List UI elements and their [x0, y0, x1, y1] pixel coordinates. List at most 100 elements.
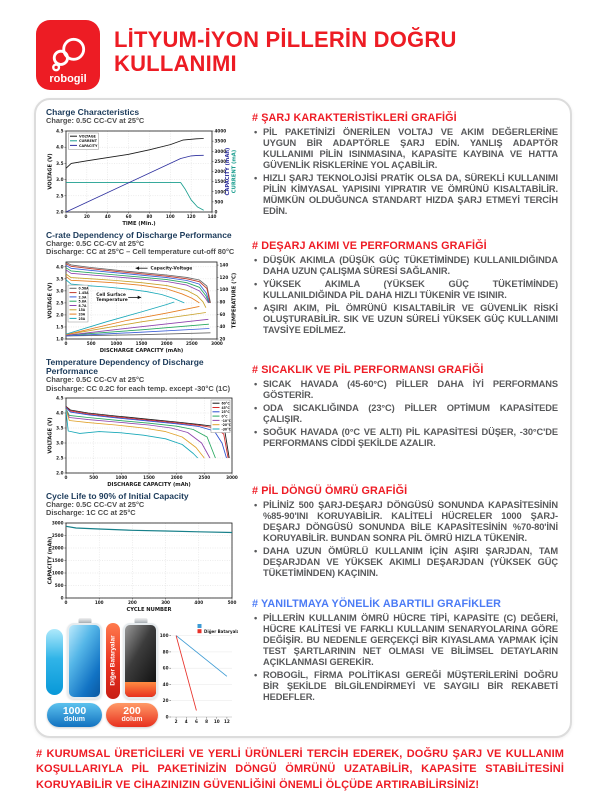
svg-text:1.45A: 1.45A — [79, 291, 90, 295]
bullet-item: SICAK HAVADA (45-60°C) PİLLER DAHA İYİ P… — [252, 379, 558, 401]
svg-text:0: 0 — [65, 475, 68, 480]
svg-text:-20°C: -20°C — [222, 423, 232, 427]
page-header: robogil LİTYUM-İYON PİLLERİN DOĞRU KULLA… — [0, 0, 600, 90]
svg-text:20A: 20A — [79, 312, 86, 316]
svg-text:Cell Surface: Cell Surface — [96, 291, 126, 297]
robogil-logo: robogil — [36, 20, 100, 90]
svg-text:CURRENT: CURRENT — [79, 139, 98, 143]
bullet-item: DAHA UZUN ÖMÜRLÜ KULLANIM İÇİN AŞIRI ŞAR… — [252, 546, 558, 579]
svg-text:4.0: 4.0 — [56, 264, 64, 269]
svg-text:Diğer Bataryalar: Diğer Bataryalar — [204, 628, 238, 633]
section-heading: # ŞARJ KARAKTERİSTİKLERİ GRAFİĞİ — [252, 112, 457, 124]
svg-text:8: 8 — [205, 719, 208, 724]
svg-text:4000: 4000 — [215, 128, 227, 133]
bullet-item: ROBOGİL, FİRMA POLİTİKASI GEREĞİ MÜŞTERİ… — [252, 670, 558, 703]
svg-text:25A: 25A — [79, 316, 86, 320]
charge-cycles-badge-1000: 1000 dolum — [47, 702, 102, 727]
svg-text:2.5: 2.5 — [56, 455, 64, 460]
svg-text:2: 2 — [175, 719, 178, 724]
svg-text:VOLTAGE (V): VOLTAGE (V) — [48, 153, 54, 189]
svg-text:140: 140 — [220, 262, 229, 267]
svg-text:40: 40 — [105, 214, 111, 219]
svg-text:CAPACITY (mAh): CAPACITY (mAh) — [48, 536, 54, 584]
svg-text:CYCLE NUMBER: CYCLE NUMBER — [126, 607, 171, 613]
bullet-item: HIZLI ŞARJ TEKNOLOJİSİ PRATİK OLSA DA, S… — [252, 173, 558, 217]
svg-text:5.8A: 5.8A — [79, 299, 87, 303]
page-title: LİTYUM-İYON PİLLERİN DOĞRU KULLANIMI — [114, 27, 457, 77]
svg-text:3.0: 3.0 — [56, 288, 64, 293]
svg-text:0: 0 — [215, 209, 218, 214]
other-battery-illustration — [123, 617, 158, 699]
svg-text:60: 60 — [220, 311, 226, 316]
svg-text:3000: 3000 — [52, 520, 64, 525]
svg-text:4.0: 4.0 — [56, 144, 64, 149]
svg-text:120: 120 — [187, 214, 196, 219]
svg-text:TIME (Min.): TIME (Min.) — [122, 221, 155, 227]
svg-text:1.0: 1.0 — [56, 336, 64, 341]
svg-text:1500: 1500 — [52, 558, 64, 563]
svg-text:500: 500 — [87, 341, 96, 346]
svg-text:Capacity-Voltage: Capacity-Voltage — [151, 265, 193, 271]
chart-subtitle: Charge: 0.5C CC-CV at 25°C — [46, 500, 145, 510]
svg-text:1000: 1000 — [116, 475, 128, 480]
svg-text:VOLTAGE (V): VOLTAGE (V) — [48, 417, 54, 453]
svg-text:3000: 3000 — [215, 148, 227, 153]
section-heading: # SICAKLIK VE PİL PERFORMANSI GRAFİĞİ — [252, 364, 484, 376]
svg-text:4.0: 4.0 — [56, 410, 64, 415]
svg-text:VOLTAGE (V): VOLTAGE (V) — [48, 282, 54, 318]
svg-text:80: 80 — [163, 649, 169, 654]
svg-text:1000: 1000 — [52, 570, 64, 575]
chart-title: C-rate Dependency of Discharge Performan… — [46, 229, 232, 240]
svg-text:100: 100 — [160, 633, 169, 638]
battery-body — [123, 622, 158, 699]
svg-text:120: 120 — [220, 274, 229, 279]
page-title-line2: KULLANIMI — [114, 51, 237, 77]
charge-characteristics-plot: 0 20 40 60 80 100 120 140 2.0 2.5 3.0 3.5 4.0 4.5 0 500… — [48, 128, 238, 227]
svg-text:DISCHARGE CAPACITY (mAh): DISCHARGE CAPACITY (mAh) — [107, 482, 191, 488]
svg-text:2.9A: 2.9A — [79, 295, 87, 299]
svg-text:-30°C: -30°C — [222, 427, 232, 431]
chart-block-cycle-life: Cycle Life to 90% of Initial Capacity Ch… — [46, 491, 242, 613]
svg-text:TEMPERATURE (°C): TEMPERATURE (°C) — [232, 272, 238, 327]
other-batteries-band-label: Diğer Bataryalar — [109, 635, 117, 686]
bullet-list: SICAK HAVADA (45-60°C) PİLLER DAHA İYİ P… — [252, 379, 558, 449]
svg-text:20: 20 — [163, 698, 169, 703]
svg-text:2.0: 2.0 — [56, 209, 64, 214]
svg-text:2.5: 2.5 — [56, 300, 64, 305]
battery-life-comparison-plot: 2 4 6 8 10 12 0 20 40 60 80 100 Diğer Bataryalar — [160, 623, 238, 724]
bullet-item: PİLLERİN KULLANIM ÖMRÜ HÜCRE TİPİ, KAPAS… — [252, 613, 558, 668]
bullet-item: PİLİNİZ 500 ŞARJ-DEŞARJ DÖNGÜSÜ SONUNDA … — [252, 500, 558, 544]
svg-text:1.5: 1.5 — [56, 324, 64, 329]
svg-text:CURRENT (mA): CURRENT (mA) — [232, 149, 238, 192]
svg-text:80: 80 — [220, 299, 226, 304]
badge-unit: dolum — [121, 716, 143, 724]
svg-text:3.5: 3.5 — [56, 425, 64, 430]
svg-text:60: 60 — [126, 214, 132, 219]
bullet-item: AŞIRI AKIM, PİL ÖMRÜNÜ KISALTABİLİR VE G… — [252, 303, 558, 336]
svg-text:3.0: 3.0 — [56, 440, 64, 445]
bullet-item: DÜŞÜK AKIMLA (DÜŞÜK GÜÇ TÜKETİMİNDE) KUL… — [252, 255, 558, 277]
svg-text:2000: 2000 — [52, 545, 64, 550]
svg-text:Temperature: Temperature — [96, 296, 128, 302]
svg-text:2000: 2000 — [171, 475, 183, 480]
svg-text:-10°C: -10°C — [222, 419, 232, 423]
section-dongu-omru: # PİL DÖNGÜ ÖMRÜ GRAFİĞİ PİLİNİZ 500 ŞAR… — [252, 485, 558, 598]
svg-text:4.5: 4.5 — [56, 395, 64, 400]
section-desarj-akimi: # DEŞARJ AKIMI VE PERFORMANS GRAFİĞİ DÜŞ… — [252, 240, 558, 364]
svg-text:3.5: 3.5 — [56, 161, 64, 166]
battery-cap — [134, 617, 147, 624]
chart-title: Charge Characteristics — [46, 107, 140, 117]
svg-text:500: 500 — [89, 475, 98, 480]
svg-text:0°C: 0°C — [222, 414, 229, 418]
bullet-item: SOĞUK HAVADA (0°C VE ALTI) PİL KAPASİTES… — [252, 427, 558, 449]
chart-subtitle: Charge: 0.5C CC-CV at 25°C — [46, 375, 145, 385]
svg-text:500: 500 — [228, 600, 237, 605]
chart-subtitle: Charge: 0.5C CC-CV at 25°C — [46, 116, 145, 126]
svg-text:0: 0 — [65, 600, 68, 605]
section-heading: # DEŞARJ AKIMI VE PERFORMANS GRAFİĞİ — [252, 240, 487, 252]
svg-text:CAPACITY (mAh): CAPACITY (mAh) — [225, 147, 231, 195]
chart-title: Temperature Dependency of Discharge Perf… — [46, 356, 204, 376]
svg-text:4: 4 — [185, 719, 188, 724]
content-card: Charge Characteristics Charge: 0.5C CC-C… — [34, 98, 572, 738]
